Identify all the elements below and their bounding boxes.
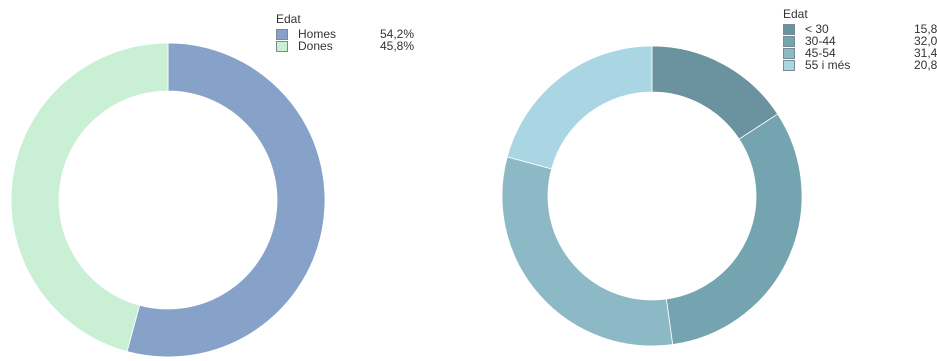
legend-item: 30-44 32,0%	[783, 33, 937, 48]
legend-label: 45-54	[805, 45, 836, 60]
donut-slice	[501, 156, 674, 347]
legend-label: Dones	[298, 38, 333, 53]
legend-title: Edat	[783, 7, 808, 21]
legend-value: 20,8%	[913, 57, 937, 72]
age-legend: Edat < 30 15,8% 30-44 32,0% 45-54 31,4% …	[783, 8, 937, 71]
legend-label: 55 i més	[805, 57, 851, 72]
legend-item: Dones 45,8%	[276, 38, 414, 53]
legend-swatch-homes	[276, 28, 288, 40]
gender-donut-svg	[10, 42, 326, 358]
gender-donut-chart: Edat Homes 54,2% Dones 45,8%	[10, 13, 414, 358]
gender-legend: Edat Homes 54,2% Dones 45,8%	[276, 13, 414, 52]
legend-swatch-30-44	[783, 35, 795, 47]
legend-value: 32,0%	[913, 33, 937, 48]
legend-value: 45,8%	[379, 38, 414, 53]
legend-title: Edat	[276, 12, 301, 26]
age-donut-chart: Edat < 30 15,8% 30-44 32,0% 45-54 31,4% …	[470, 0, 937, 361]
legend-swatch-55-plus	[783, 59, 795, 71]
donut-slice	[10, 42, 169, 353]
legend-item: Homes 54,2%	[276, 26, 414, 41]
legend-value: 15,8%	[913, 21, 937, 36]
age-donut-svg	[501, 45, 803, 347]
donut-slice	[651, 45, 779, 140]
legend-label: 30-44	[805, 33, 836, 48]
legend-item: < 30 15,8%	[783, 21, 937, 36]
donut-slice	[665, 113, 803, 346]
legend-item: 55 i més 20,8%	[783, 57, 937, 72]
legend-value: 31,4%	[913, 45, 937, 60]
legend-swatch-under-30	[783, 23, 795, 35]
legend-label: Homes	[298, 26, 337, 41]
donut-slice	[126, 42, 326, 358]
legend-swatch-dones	[276, 40, 288, 52]
legend-swatch-45-54	[783, 47, 795, 59]
legend-label: < 30	[805, 21, 829, 36]
legend-value: 54,2%	[379, 26, 414, 41]
donut-slice	[506, 45, 653, 170]
legend-item: 45-54 31,4%	[783, 45, 937, 60]
